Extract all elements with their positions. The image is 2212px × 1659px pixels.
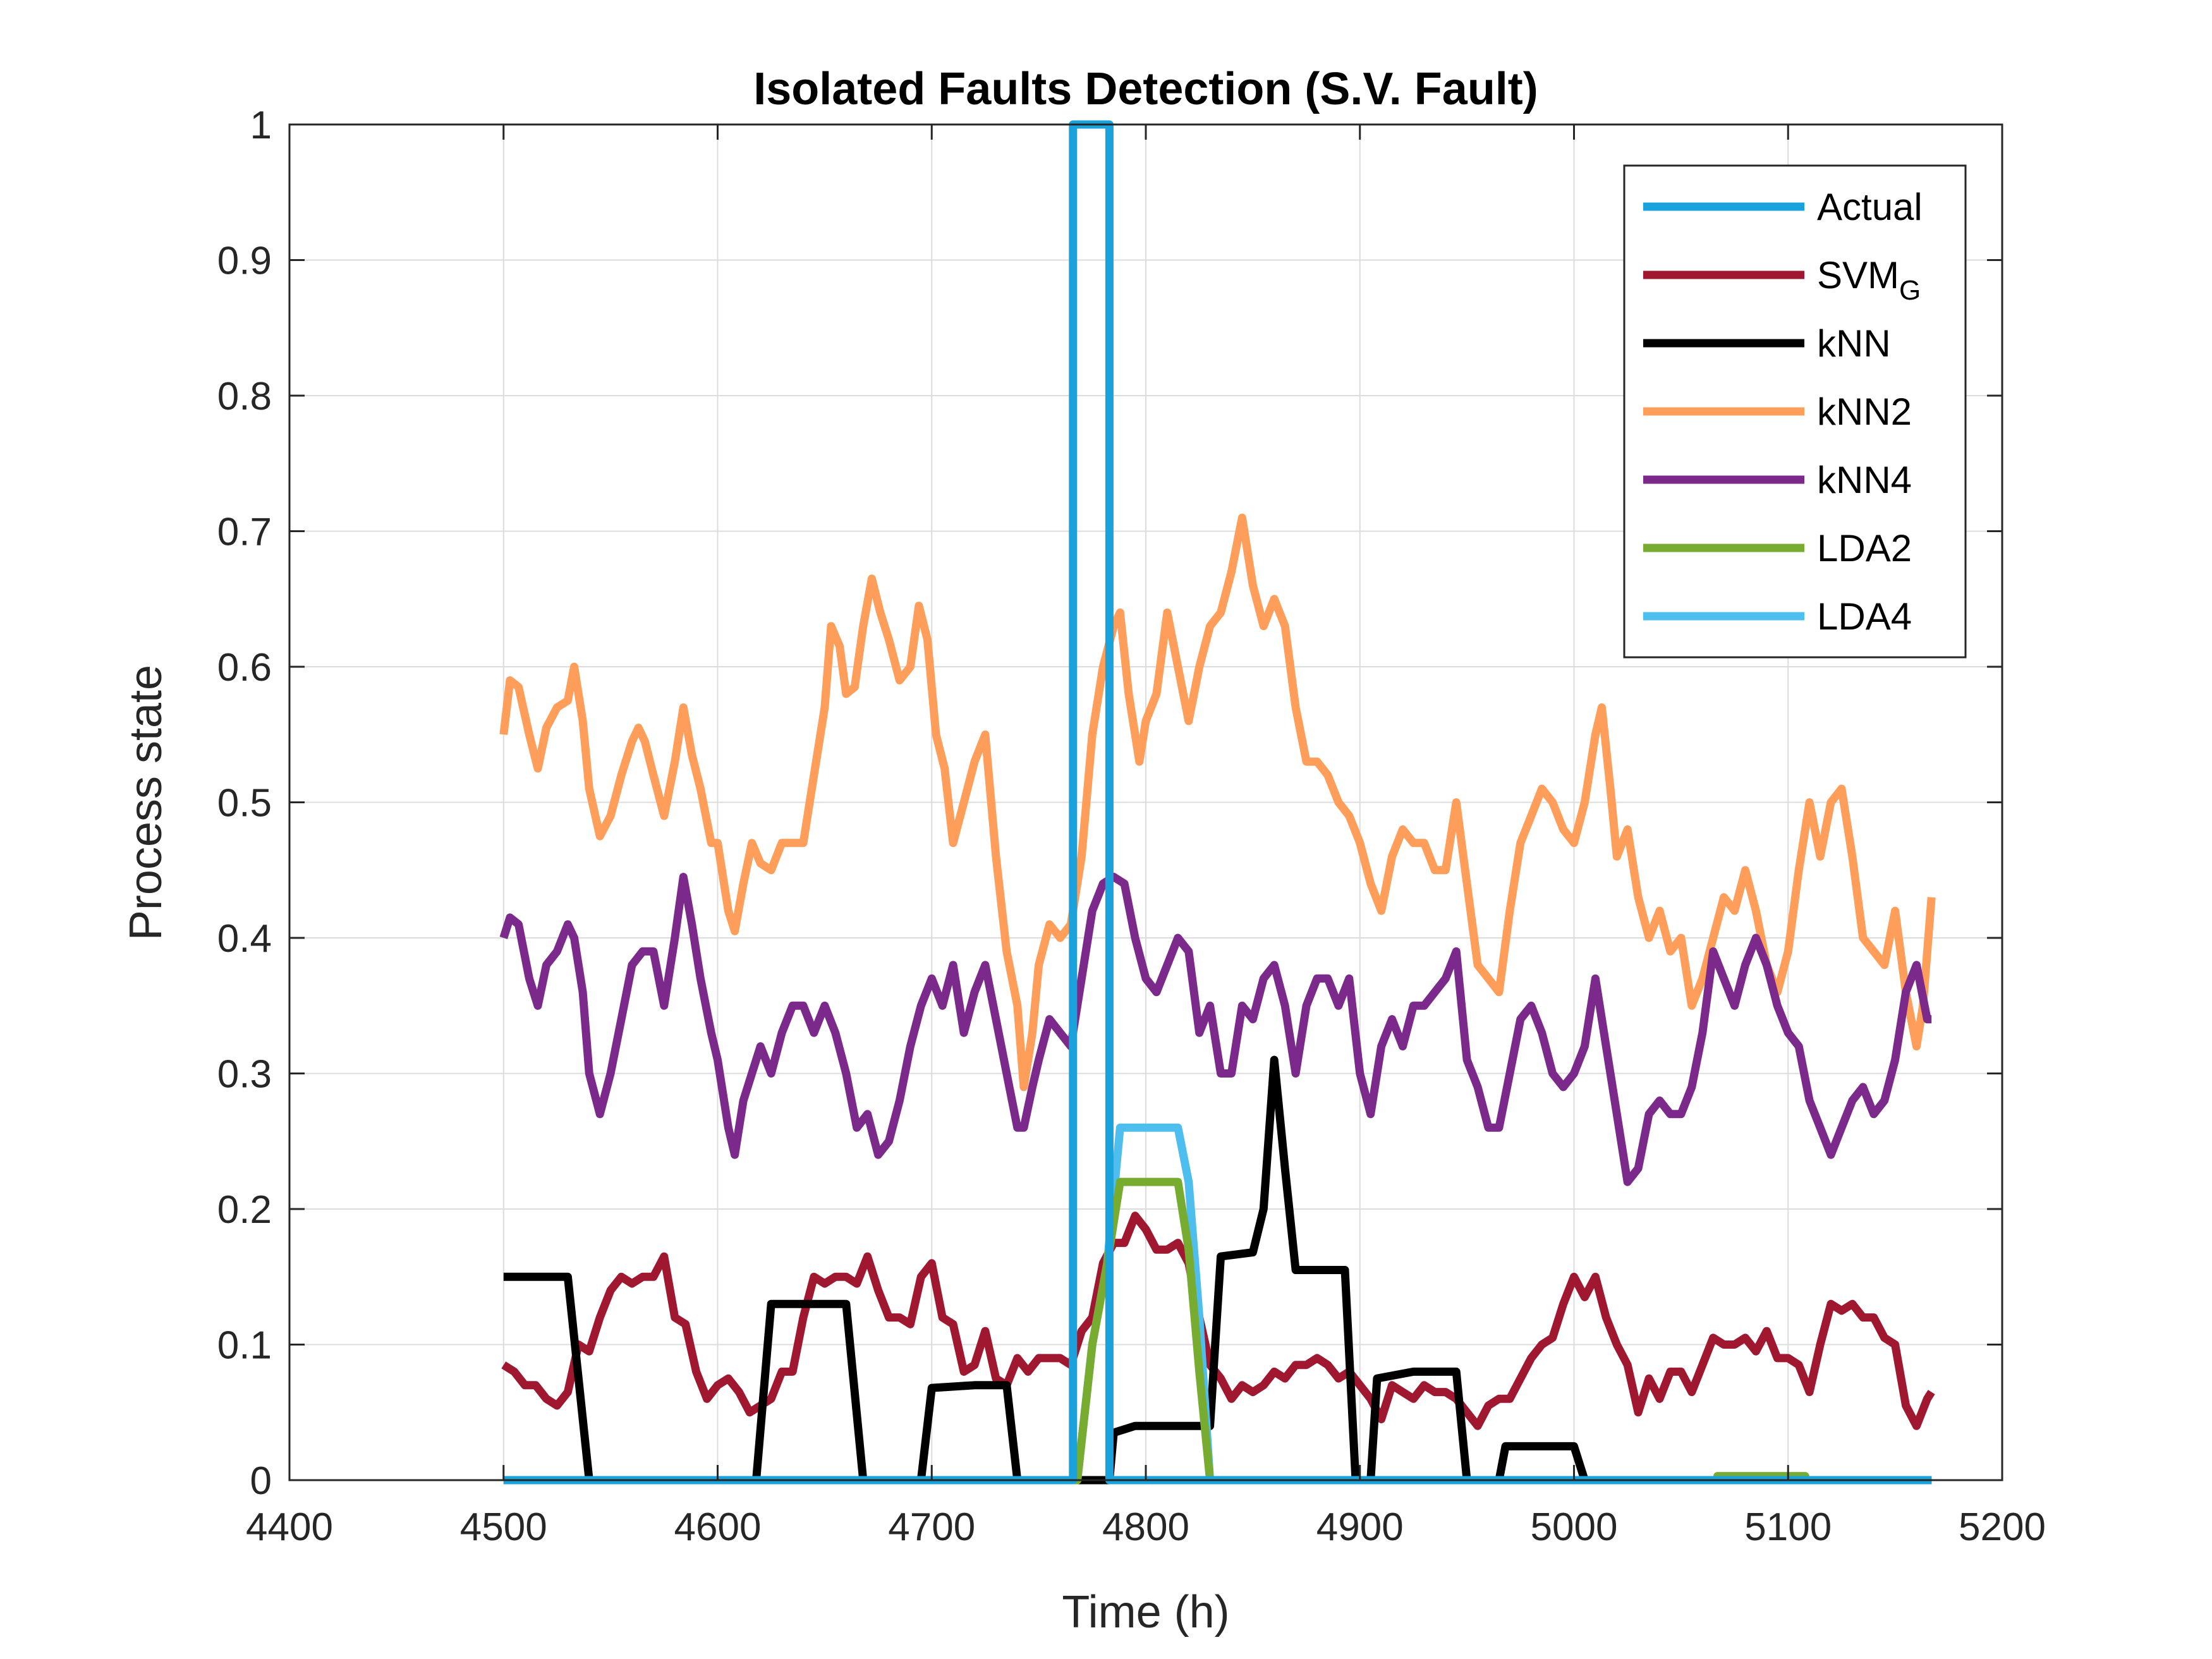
x-tick-label: 4500 (460, 1505, 547, 1549)
x-tick-label: 4700 (888, 1505, 975, 1549)
axis-ticks: 4400 4500 4600 4700 4800 4900 5000 5100 5200 0 0.1… (217, 104, 2046, 1549)
legend-label-lda2: LDA2 (1817, 527, 1912, 569)
x-tick-label: 4900 (1316, 1505, 1404, 1549)
legend-label-subscript: G (1899, 275, 1921, 306)
y-tick-label: 0.3 (217, 1053, 272, 1097)
x-tick-label: 5000 (1531, 1505, 1618, 1549)
y-tick-label: 0 (250, 1459, 272, 1503)
series-line-svmg (501, 1212, 1935, 1430)
legend-label-knn2: kNN2 (1817, 391, 1912, 433)
x-tick-label: 4600 (674, 1505, 762, 1549)
y-tick-label: 0.1 (217, 1324, 272, 1368)
y-tick-label: 0.8 (217, 375, 272, 418)
y-tick-label: 0.2 (217, 1188, 272, 1232)
x-axis-label: Time (h) (1062, 1587, 1229, 1638)
y-axis-label: Process state (121, 665, 171, 940)
x-tick-label: 4400 (246, 1505, 333, 1549)
legend-label-knn4: kNN4 (1817, 459, 1912, 501)
y-tick-label: 0.9 (217, 240, 272, 283)
y-tick-label: 0.4 (217, 917, 272, 961)
x-tick-label: 5100 (1744, 1505, 1832, 1549)
x-tick-label: 5200 (1959, 1505, 2046, 1549)
legend-label-actual: Actual (1817, 186, 1923, 228)
y-tick-label: 0.6 (217, 646, 272, 690)
chart-title: Isolated Faults Detection (S.V. Fault) (753, 64, 1538, 114)
x-tick-label: 4800 (1102, 1505, 1189, 1549)
series-line-knn2 (499, 513, 1936, 1091)
y-tick-label: 1 (250, 104, 272, 147)
legend-label-knn: kNN (1817, 322, 1891, 365)
series-line-knn4 (499, 873, 1932, 1186)
y-tick-label: 0.7 (217, 511, 272, 554)
legend-label-lda4: LDA4 (1817, 595, 1912, 638)
y-tick-label: 0.5 (217, 782, 272, 825)
